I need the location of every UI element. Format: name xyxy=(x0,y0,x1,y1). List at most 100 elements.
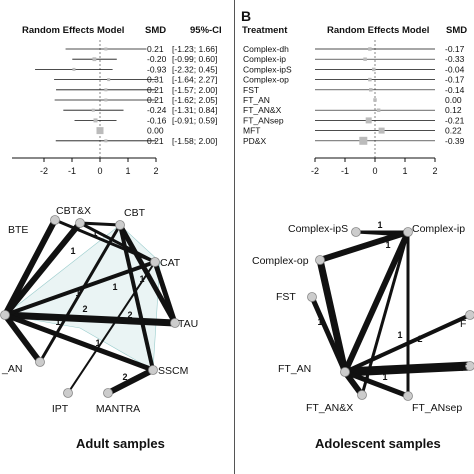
panel-b-edge-label: 1 xyxy=(365,374,370,384)
panel-a-tick-label: 2 xyxy=(153,166,158,176)
panel-b-smd-value: 0.00 xyxy=(445,95,462,105)
panel-b-node xyxy=(465,310,474,320)
panel-a-node xyxy=(35,357,45,367)
panel-b-node xyxy=(351,227,361,237)
panel-a-ci-value: [-1.62; 2.05] xyxy=(172,95,217,105)
panel-b-treatment-name: Complex-ip xyxy=(243,54,286,64)
panel-b-point-marker xyxy=(359,136,368,145)
panel-a-edge-label: 1 xyxy=(139,274,144,284)
panel-b-rows: Complex-dh -0.17 Complex-ip -0.33 Complex-ip… xyxy=(243,44,465,146)
panel-b-treatment-name: FST xyxy=(243,85,259,95)
panel-b-edge-label: 1 xyxy=(327,302,332,312)
panel-a-rows: 0.21 [-1.23; 1.66] -0.20 [-0.99; 0.60] -0.93… xyxy=(35,44,217,146)
panel-a-node-label: IPT xyxy=(52,403,69,415)
panel-a-node xyxy=(63,388,73,398)
panel-b-node xyxy=(465,361,474,371)
panel-b-node-label: FT_ANsep xyxy=(412,402,462,414)
panel-b-node xyxy=(403,391,413,401)
panel-a-node-label: MANTRA xyxy=(96,403,140,415)
edge-an-sscm xyxy=(4,312,154,373)
panel-b-forest: Complex-dh -0.17 Complex-ip -0.33 Complex-ip… xyxy=(243,40,465,176)
panel-a-ci-value: [-1.64; 2.27] xyxy=(172,75,217,85)
panel-a-ci-value: [-0.91; 0.59] xyxy=(172,115,217,125)
panel-b-treatment-name: Complex-ipS xyxy=(243,64,292,74)
panel-a-tick-label: -1 xyxy=(68,166,76,176)
panel-a-ci-value: [-1.31; 0.84] xyxy=(172,105,217,115)
panel-a-edge-label: 1 xyxy=(55,317,60,327)
panel-b-tick-label: 2 xyxy=(432,166,437,176)
panel-b-treatment-name: PD&X xyxy=(243,136,266,146)
panel-b-node xyxy=(315,255,325,265)
panel-b-node-label: FST xyxy=(276,291,296,303)
panel-b-point-marker xyxy=(369,88,373,92)
edge-sscm-mantra xyxy=(106,367,155,396)
panel-a-edge-label: 2 xyxy=(122,372,127,382)
panel-b-treatment-name: MFT xyxy=(243,126,260,136)
panel-b-tick-label: -2 xyxy=(311,166,319,176)
edge-op-ip xyxy=(319,229,409,263)
panel-a-point-marker xyxy=(92,57,97,62)
panel-a-node-label: _AN xyxy=(1,363,22,375)
panel-a-edge-label: 1 xyxy=(95,338,100,348)
panel-b-node-label: MF xyxy=(452,362,467,374)
panel-b-node-label: F xyxy=(460,318,466,330)
panel-a-header-model: Random Effects Model xyxy=(22,25,125,36)
panel-a-caption: Adult samples xyxy=(76,436,165,451)
panel-b-edge-label: 1 xyxy=(382,372,387,382)
panel-b-smd-value: -0.14 xyxy=(445,85,465,95)
panel-b-smd-value: -0.04 xyxy=(445,64,465,74)
panel-a-node xyxy=(150,257,160,267)
panel-a-edge-label: 1 xyxy=(75,288,80,298)
edge-an-an xyxy=(2,313,43,364)
panel-a-forest: 0.21 [-1.23; 1.66] -0.20 [-0.99; 0.60] -0.93… xyxy=(12,40,217,176)
edge-fst-ftan xyxy=(309,295,348,374)
panel-b-point-marker xyxy=(368,77,372,82)
panel-a-smd-value: 0.00 xyxy=(147,126,164,136)
panel-a-node xyxy=(50,215,60,225)
panel-b-node-label: Complex-op xyxy=(252,255,309,267)
panel-a-point-marker xyxy=(96,127,104,135)
panel-a-point-marker xyxy=(104,47,108,51)
panel-a-ci-value: [-0.99; 0.60] xyxy=(172,54,217,64)
panel-a-point-marker xyxy=(93,118,98,123)
panel-b-edge-label: 2 xyxy=(417,334,422,344)
panel-a-point-marker xyxy=(104,98,108,102)
edge-cat-tau xyxy=(152,261,178,324)
panel-b-letter: B xyxy=(241,8,252,24)
panel-b-caption: Adolescent samples xyxy=(315,436,441,451)
panel-a-node-label: TAU xyxy=(178,318,198,330)
panel-divider xyxy=(234,0,235,474)
panel-b-node xyxy=(307,292,317,302)
panel-a-node-label: CAT xyxy=(160,257,181,269)
panel-a-node-label: BTE xyxy=(8,224,28,236)
edge-cat-ipt xyxy=(67,261,156,394)
edge-cbt-an2 xyxy=(38,224,122,363)
panel-a-node xyxy=(103,388,113,398)
panel-a-node-label: SSCM xyxy=(158,365,188,377)
panel-b-point-marker xyxy=(372,67,376,72)
panel-b-smd-value: -0.21 xyxy=(445,115,465,125)
panel-b-nodes: Complex-ipS Complex-ip Complex-op FST F FT_AN… xyxy=(252,223,474,414)
panel-b-node-label: FT_AN&X xyxy=(306,402,353,414)
panel-a-smd-value: -0.24 xyxy=(147,105,167,115)
panel-b-smd-value: -0.17 xyxy=(445,44,465,54)
panel-a-smd-value: -0.16 xyxy=(147,115,167,125)
panel-b-treatment-name: Complex-op xyxy=(243,75,289,85)
panel-b-ticks: -2 -1 0 1 2 xyxy=(311,158,438,176)
edge-ftan-f xyxy=(344,313,471,374)
panel-b-node-label: Complex-ipS xyxy=(288,223,348,235)
edge-op-ftan xyxy=(316,259,349,373)
panel-a-node xyxy=(75,218,85,228)
panel-b-header-smd: SMD xyxy=(446,25,468,36)
panel-a-node xyxy=(170,318,180,328)
panel-b-node xyxy=(340,367,350,377)
panel-a-edge-label: 1 xyxy=(70,246,75,256)
panel-a-nodes: CBT&X CBT BTE CAT TAU SSCM _AN IPT MANTRA xyxy=(0,205,198,415)
panel-b-treatment-name: FT_ANsep xyxy=(243,115,284,125)
panel-b-point-marker xyxy=(368,47,372,51)
panel-b-edge-label: 1 xyxy=(397,330,402,340)
panel-a-smd-value: -0.20 xyxy=(147,54,167,64)
